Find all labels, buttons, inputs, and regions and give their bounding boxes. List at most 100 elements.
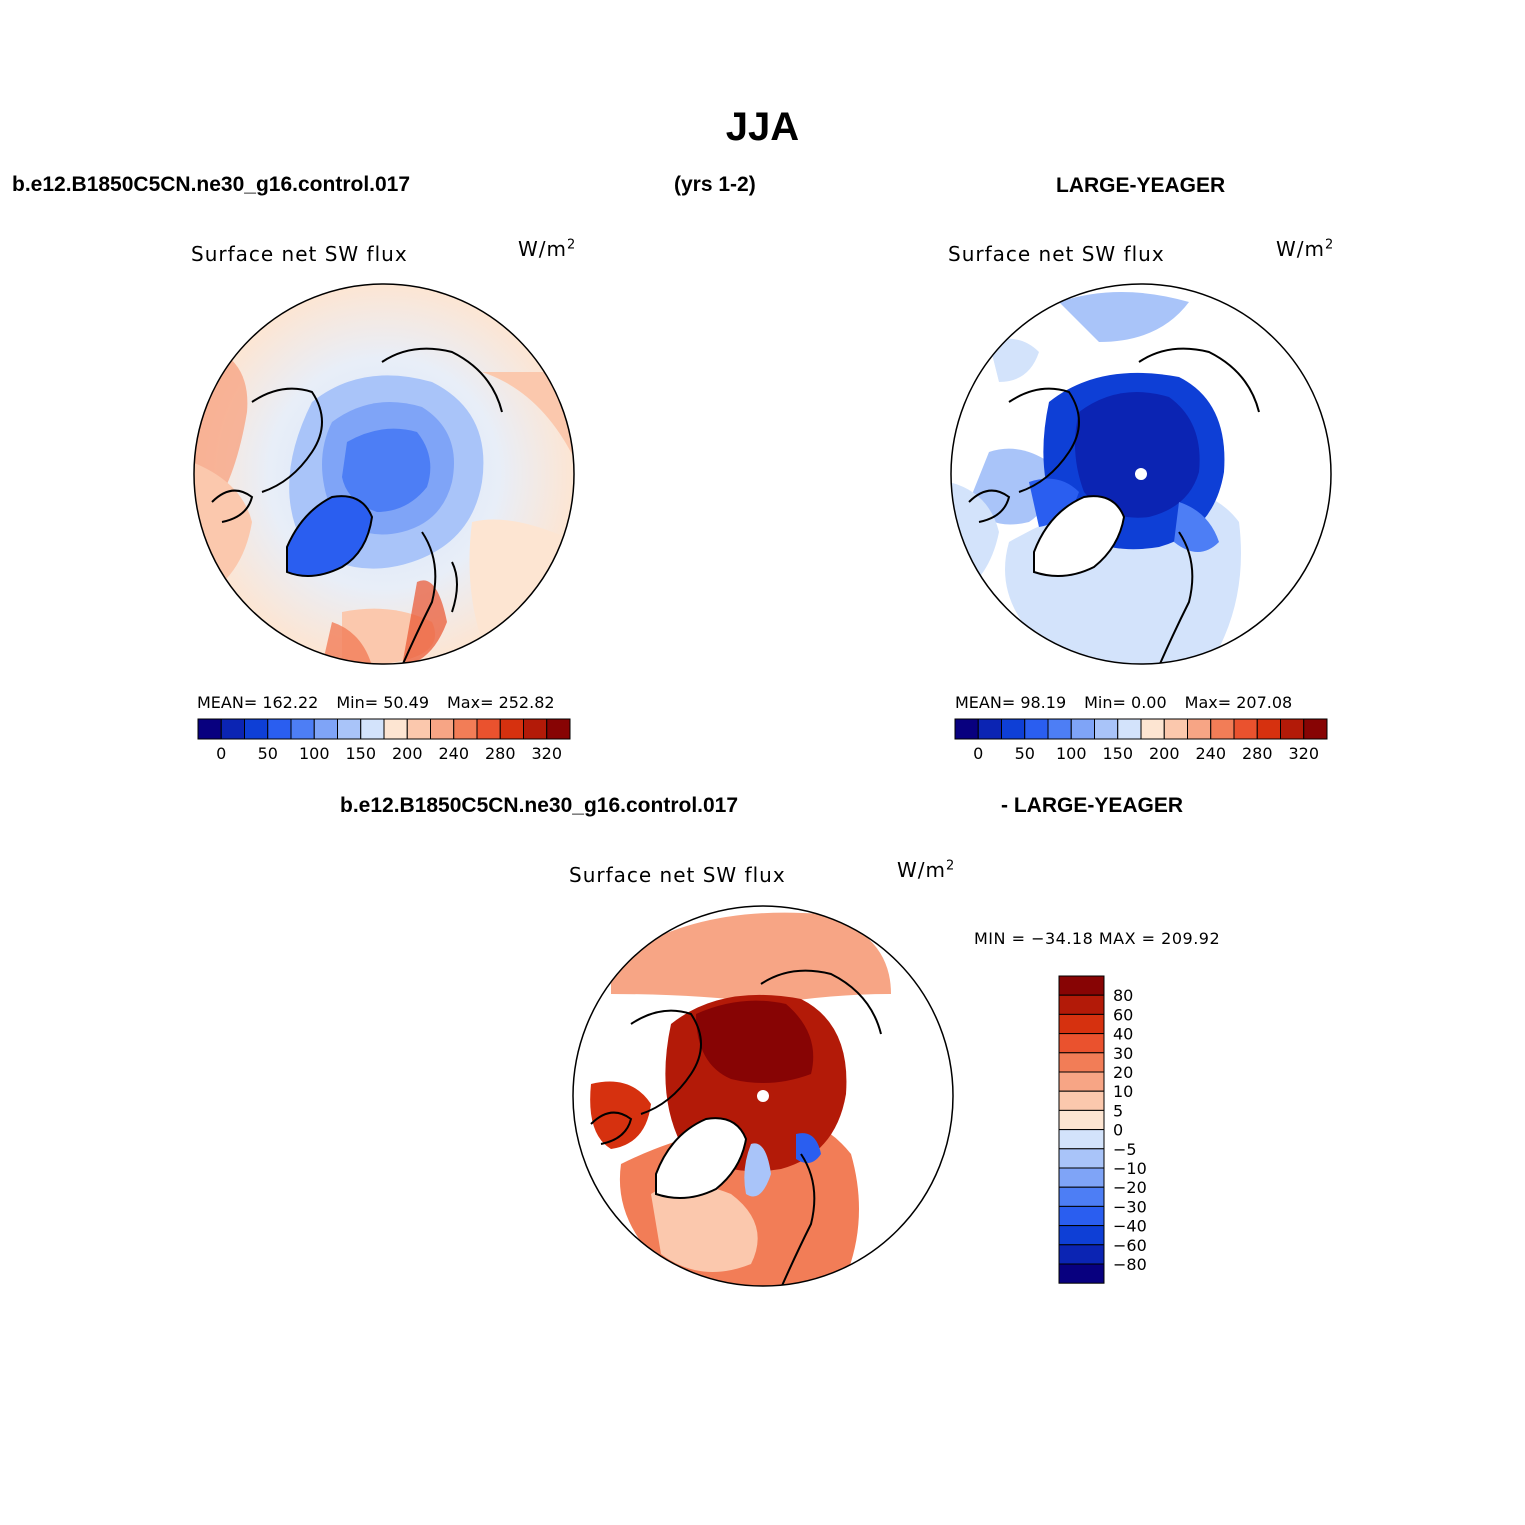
- panel-model-colorbar-swatch: [290, 718, 315, 740]
- panel-model-mean: MEAN= 162.22: [197, 693, 319, 712]
- panel-diff-colorbar-tick-label: 60: [1113, 1005, 1133, 1024]
- panel-diff-colorbar-tick-label: 0: [1113, 1121, 1123, 1140]
- panel-diff-colorbar-swatch: [1058, 1225, 1105, 1246]
- panel-model-colorbar-tick-label: 0: [216, 744, 226, 763]
- panel-diff-colorbar-tick-label: 20: [1113, 1063, 1133, 1082]
- panel-obs-map: [950, 283, 1332, 665]
- panel-model-colorbar-swatch: [337, 718, 362, 740]
- panel-model-colorbar-swatch: [383, 718, 408, 740]
- panel-obs-colorbar-swatch: [1047, 718, 1072, 740]
- panel-model-units: W/m2: [518, 237, 577, 261]
- panel-obs-colorbar-swatch: [954, 718, 979, 740]
- panel-model-colorbar-swatch: [313, 718, 338, 740]
- panel-diff-colorbar-tick-label: −30: [1113, 1197, 1147, 1216]
- panel-obs-colorbar-swatch: [1303, 718, 1328, 740]
- diff-case-right-label: - LARGE-YEAGER: [1001, 794, 1184, 817]
- panel-model-colorbar-tick-label: 100: [299, 744, 330, 763]
- panel-model-colorbar-swatch: [523, 718, 548, 740]
- panel-model-colorbar: 0 50 100 150 200 240 280 320: [197, 718, 571, 763]
- pole-marker-diff: [757, 1090, 769, 1102]
- panel-obs-colorbar-swatch: [1117, 718, 1142, 740]
- panel-model-min: Min= 50.49: [336, 693, 429, 712]
- panel-obs-colorbar-swatch: [1001, 718, 1026, 740]
- panel-model-colorbar-tick-label: 150: [345, 744, 376, 763]
- panel-model-colorbar-swatch: [197, 718, 222, 740]
- panel-diff-units: W/m2: [897, 858, 956, 882]
- panel-obs-colorbar-tick-label: 0: [973, 744, 983, 763]
- case-right-label: LARGE-YEAGER: [1056, 174, 1226, 197]
- panel-diff-colorbar-swatch: [1058, 1167, 1105, 1188]
- panel-obs-colorbar-swatch: [1187, 718, 1212, 740]
- case-left-label: b.e12.B1850C5CN.ne30_g16.control.017: [12, 173, 411, 196]
- years-label: (yrs 1-2): [674, 173, 756, 196]
- panel-model-title: Surface net SW flux: [191, 242, 408, 266]
- panel-obs-title: Surface net SW flux: [948, 242, 1165, 266]
- panel-obs-colorbar-swatch: [1094, 718, 1119, 740]
- panel-diff-colorbar-tick-label: 80: [1113, 986, 1133, 1005]
- panel-diff-colorbar-tick-label: −80: [1113, 1255, 1147, 1274]
- panel-diff-colorbar-swatch: [1058, 1263, 1105, 1284]
- panel-diff-colorbar-tick-label: −10: [1113, 1159, 1147, 1178]
- panel-obs-colorbar-tick-label: 240: [1195, 744, 1226, 763]
- panel-model-colorbar-swatch: [360, 718, 385, 740]
- panel-diff-colorbar-swatch: [1058, 975, 1105, 996]
- panel-obs-colorbar-tick-label: 100: [1056, 744, 1087, 763]
- panel-obs-colorbar-swatch: [977, 718, 1002, 740]
- panel-diff-colorbar-swatch: [1058, 1129, 1105, 1150]
- panel-diff-colorbar-tick-label: 10: [1113, 1082, 1133, 1101]
- panel-diff-colorbar-swatch: [1058, 1244, 1105, 1265]
- panel-obs-colorbar-tick-label: 150: [1102, 744, 1133, 763]
- panel-diff-colorbar-swatch: [1058, 994, 1105, 1015]
- panel-diff-colorbar-swatch: [1058, 1205, 1105, 1227]
- panel-model-colorbar-tick-label: 280: [485, 744, 516, 763]
- diff-case-left-label: b.e12.B1850C5CN.ne30_g16.control.017: [340, 794, 739, 817]
- panel-model-colorbar-swatch: [430, 718, 455, 740]
- panel-obs-min: Min= 0.00: [1084, 693, 1167, 712]
- panel-obs-colorbar-swatch: [1280, 718, 1305, 740]
- panel-diff-colorbar-swatch: [1058, 1148, 1105, 1169]
- panel-model-colorbar-swatch: [546, 718, 571, 740]
- panel-diff-colorbar-tick-label: 5: [1113, 1101, 1123, 1120]
- panel-obs-units: W/m2: [1276, 237, 1335, 261]
- figure-title: JJA: [725, 105, 800, 149]
- panel-obs-colorbar-swatch: [1233, 718, 1258, 740]
- panel-diff-colorbar-tick-label: −5: [1113, 1140, 1137, 1159]
- panel-model-stats: MEAN= 162.22 Min= 50.49 Max= 252.82: [197, 693, 555, 712]
- panel-model-colorbar-swatch: [453, 718, 478, 740]
- panel-obs-colorbar-swatch: [1210, 718, 1235, 740]
- panel-obs-colorbar-swatch: [1070, 718, 1095, 740]
- panel-diff-minmax: MIN = −34.18 MAX = 209.92: [974, 929, 1221, 948]
- panel-model-map: [193, 283, 575, 665]
- panel-model-colorbar-swatch: [244, 718, 269, 740]
- panel-diff-map: [572, 905, 954, 1287]
- panel-obs-colorbar-tick-label: 200: [1149, 744, 1180, 763]
- panel-obs-colorbar-tick-label: 320: [1288, 744, 1319, 763]
- panel-diff-colorbar-tick-label: −60: [1113, 1236, 1147, 1255]
- panel-obs-colorbar-tick-label: 50: [1015, 744, 1035, 763]
- panel-obs-colorbar-swatch: [1024, 718, 1049, 740]
- panel-model-colorbar-swatch: [499, 718, 524, 740]
- panel-obs-mean: MEAN= 98.19: [955, 693, 1067, 712]
- panel-diff-colorbar-swatch: [1058, 1186, 1105, 1207]
- panel-model-colorbar-swatch: [220, 718, 245, 740]
- panel-diff-colorbar-tick-label: 40: [1113, 1025, 1133, 1044]
- panel-diff-colorbar-swatch: [1058, 1071, 1105, 1092]
- panel-model-colorbar-swatch: [406, 718, 431, 740]
- panel-obs-colorbar: 0 50 100 150 200 240 280 320: [954, 718, 1328, 763]
- panel-diff-title: Surface net SW flux: [569, 863, 786, 887]
- panel-diff-colorbar-swatch: [1058, 1013, 1105, 1035]
- panel-model-colorbar-tick-label: 240: [438, 744, 469, 763]
- panel-diff-colorbar-swatch: [1058, 1109, 1105, 1131]
- panel-obs-colorbar-swatch: [1163, 718, 1188, 740]
- panel-diff-colorbar-tick-label: −20: [1113, 1178, 1147, 1197]
- panel-diff-colorbar-swatch: [1058, 1033, 1105, 1054]
- panel-model-max: Max= 252.82: [447, 693, 555, 712]
- panel-obs-stats: MEAN= 98.19 Min= 0.00 Max= 207.08: [955, 693, 1292, 712]
- panel-obs-colorbar-tick-label: 280: [1242, 744, 1273, 763]
- panel-diff-colorbar-tick-label: 30: [1113, 1044, 1133, 1063]
- panel-model-colorbar-swatch: [476, 718, 501, 740]
- panel-obs-max: Max= 207.08: [1184, 693, 1293, 712]
- panel-model-colorbar-tick-label: 200: [392, 744, 423, 763]
- panel-model-colorbar-tick-label: 320: [531, 744, 562, 763]
